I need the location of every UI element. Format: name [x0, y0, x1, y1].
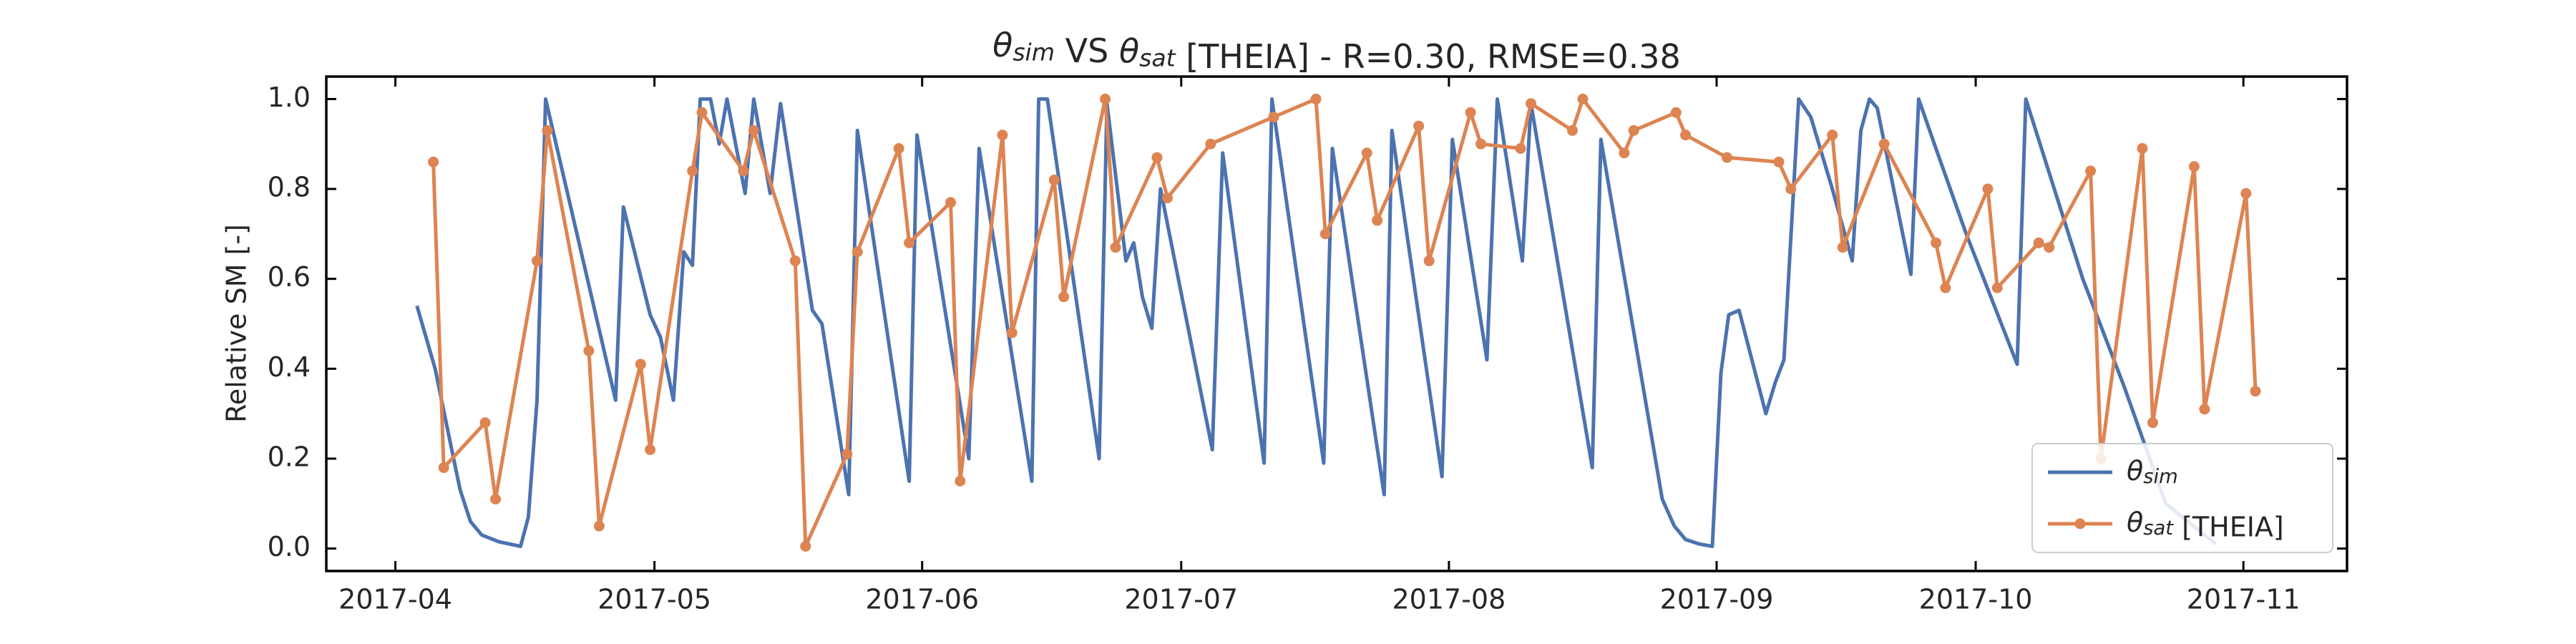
point [1361, 147, 1372, 159]
point [1058, 291, 1070, 303]
point [1110, 242, 1121, 253]
point [428, 156, 439, 167]
point [1268, 112, 1279, 123]
point [800, 540, 811, 552]
point [997, 130, 1008, 141]
x-tick-label: 2017-08 [1392, 584, 1506, 615]
point [1372, 215, 1383, 226]
point [583, 345, 595, 356]
point [479, 417, 491, 429]
point [490, 493, 502, 504]
point [1785, 183, 1797, 195]
x-tick-label: 2017-09 [1660, 584, 1774, 615]
point [1319, 228, 1331, 240]
y-axis-label: Relative SM [-] [221, 224, 253, 423]
point [1100, 93, 1111, 104]
point [1931, 237, 1942, 248]
point [542, 125, 553, 136]
point [1526, 98, 1537, 109]
point [1413, 120, 1425, 132]
point [1310, 93, 1322, 104]
point [2044, 242, 2055, 253]
point [1982, 183, 1994, 195]
y-tick-label: 0.4 [268, 351, 311, 383]
y-tick-label: 0.8 [268, 172, 311, 203]
point [1205, 138, 1216, 150]
x-tick-label: 2017-05 [597, 584, 711, 615]
series-line [431, 97, 2258, 548]
point [696, 107, 708, 118]
point [1515, 143, 1526, 155]
point [2085, 165, 2097, 177]
point [1773, 156, 1785, 167]
point [789, 255, 801, 267]
point [1680, 130, 1692, 141]
series-line [415, 97, 2218, 548]
point [687, 165, 698, 177]
point [2188, 161, 2200, 172]
chart-title: θsim VS θsat [THEIA] - R=0.30, RMSE=0.38 [992, 26, 1681, 77]
point [1161, 192, 1173, 204]
x-tick-label: 2017-11 [2187, 584, 2301, 615]
point [1670, 107, 1682, 118]
point [1619, 147, 1630, 159]
y-tick-label: 0.2 [268, 441, 311, 472]
point [955, 475, 966, 487]
point [2033, 237, 2044, 248]
point [2137, 143, 2148, 155]
point [893, 143, 904, 155]
y-tick-label: 0.6 [268, 261, 311, 293]
point [2199, 404, 2210, 415]
point [1151, 152, 1163, 163]
point [1991, 282, 2003, 293]
point [852, 246, 863, 258]
point [1837, 242, 1848, 253]
x-tick-label: 2017-10 [1919, 584, 2033, 615]
point [438, 462, 449, 474]
point [2250, 386, 2261, 397]
point [738, 165, 749, 177]
point [1878, 138, 1890, 150]
point [1465, 107, 1476, 118]
plot-frame [325, 75, 2348, 572]
point [748, 125, 759, 136]
point [531, 255, 542, 267]
point [1827, 130, 1838, 141]
point [2240, 187, 2252, 199]
point [841, 449, 853, 460]
point [1566, 125, 1578, 136]
point [945, 197, 957, 208]
point [593, 520, 605, 532]
x-tick-label: 2017-07 [1124, 584, 1238, 615]
point [2147, 417, 2158, 429]
point [904, 237, 915, 248]
point [1628, 125, 1639, 136]
x-tick-label: 2017-06 [865, 584, 979, 615]
point [1048, 174, 1060, 185]
point [1006, 327, 1018, 338]
x-tick-label: 2017-04 [338, 584, 452, 615]
point [645, 444, 656, 455]
y-tick-label: 0.0 [268, 531, 311, 562]
point [1475, 138, 1487, 150]
point [1721, 152, 1732, 163]
y-tick-label: 1.0 [268, 82, 311, 113]
point [1940, 282, 1951, 293]
legend-marker [2074, 518, 2086, 530]
point [635, 358, 646, 370]
point [1577, 93, 1589, 104]
legend-label: θsim [2127, 455, 2178, 488]
point [1423, 255, 1435, 267]
